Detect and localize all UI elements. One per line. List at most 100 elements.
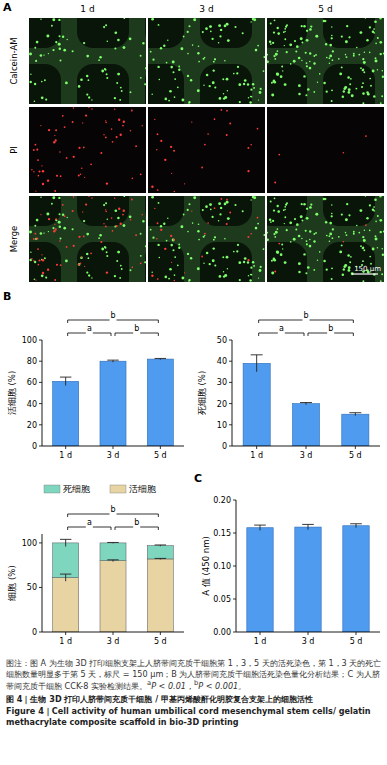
dead-cell xyxy=(343,241,345,243)
live-cell xyxy=(274,19,276,21)
live-cell xyxy=(306,62,308,64)
live-cell xyxy=(298,262,301,265)
live-cell xyxy=(263,70,265,72)
scale-bar-label: 150 μm xyxy=(354,265,381,273)
live-cell xyxy=(214,58,216,60)
y-tick-label: 0 xyxy=(32,628,37,637)
live-cell xyxy=(170,66,173,69)
dead-cell xyxy=(60,264,62,266)
x-tick-label: 3 d xyxy=(107,637,120,646)
live-cell xyxy=(267,232,268,234)
error-bar xyxy=(349,413,361,416)
x-tick xyxy=(65,632,66,635)
live-cell xyxy=(197,89,200,92)
x-tick-label: 1 d xyxy=(254,637,267,646)
live-cell xyxy=(341,244,343,246)
live-cell xyxy=(329,44,332,47)
live-cell xyxy=(331,213,333,215)
live-cell xyxy=(60,238,62,240)
live-cell xyxy=(382,75,384,77)
x-tick-label: 5 d xyxy=(350,637,363,646)
live-cell xyxy=(29,230,32,233)
error-cap xyxy=(107,360,118,361)
live-cell xyxy=(281,244,283,246)
live-cell xyxy=(382,70,384,72)
dead-cell xyxy=(184,183,185,184)
x-tick xyxy=(356,632,357,635)
dead-cell xyxy=(257,217,259,219)
dead-cell xyxy=(112,141,114,143)
live-cell xyxy=(160,225,162,227)
live-cell xyxy=(309,28,311,30)
live-cell xyxy=(59,213,61,215)
live-cell xyxy=(329,62,331,64)
dead-cell xyxy=(38,170,40,172)
x-tick xyxy=(160,446,161,449)
live-cell xyxy=(239,101,241,103)
dead-cell xyxy=(31,258,33,260)
live-cell xyxy=(223,93,224,94)
live-cell xyxy=(40,196,41,197)
live-cell xyxy=(263,248,265,250)
scaffold-pore xyxy=(145,242,146,282)
live-cell xyxy=(250,21,251,22)
live-cell xyxy=(166,62,168,64)
dead-cell xyxy=(105,211,107,213)
live-cell xyxy=(329,222,332,225)
live-cell xyxy=(78,85,81,88)
live-cell xyxy=(263,234,265,236)
dead-cell xyxy=(66,246,68,248)
significance-label: b xyxy=(134,324,139,333)
live-cell xyxy=(169,90,172,93)
live-cell xyxy=(353,233,355,235)
live-cell xyxy=(244,257,247,260)
caption-title: 图 4｜生物 3D 打印人脐带间充质干细胞 / 甲基丙烯酸酐化明胶复合支架上的细… xyxy=(6,694,382,705)
live-cell xyxy=(271,272,274,275)
dead-cell xyxy=(62,204,64,206)
live-cell xyxy=(284,216,286,218)
live-cell xyxy=(158,257,160,259)
dead-cell xyxy=(35,279,36,280)
bar-segment xyxy=(100,543,126,561)
scaffold-pore xyxy=(267,196,307,226)
y-tick xyxy=(39,587,42,588)
live-cell xyxy=(295,229,297,231)
live-cell xyxy=(34,83,36,85)
live-cell xyxy=(348,36,350,38)
live-cell xyxy=(55,219,57,221)
live-cell xyxy=(140,55,142,57)
live-cell xyxy=(284,28,286,30)
dead-cell xyxy=(35,190,36,191)
live-cell xyxy=(177,86,179,88)
live-cell xyxy=(213,239,215,241)
legend-label: 活细胞 xyxy=(129,484,156,494)
row-label: Merge xyxy=(9,226,19,253)
y-tick xyxy=(229,424,232,425)
live-cell xyxy=(227,90,229,92)
dead-cell xyxy=(135,234,137,236)
sig-text: P < 0.001。 xyxy=(198,681,246,691)
x-tick xyxy=(113,632,114,635)
bar-segment xyxy=(53,543,79,578)
live-cell xyxy=(296,45,299,48)
live-cell xyxy=(43,232,44,233)
x-tick xyxy=(260,632,261,635)
dead-cell xyxy=(55,218,57,220)
live-cell xyxy=(34,100,36,102)
live-cell xyxy=(271,82,273,84)
significance-label: b xyxy=(134,518,139,527)
live-cell xyxy=(188,280,190,282)
dead-cell xyxy=(88,196,89,197)
live-cell xyxy=(142,42,144,44)
x-tick-label: 1 d xyxy=(250,451,263,460)
live-cell xyxy=(166,240,168,242)
dead-cell xyxy=(173,150,175,152)
micrograph xyxy=(29,107,146,193)
live-cell xyxy=(305,230,307,232)
live-cell xyxy=(309,29,311,31)
live-cell xyxy=(282,70,283,71)
live-cell xyxy=(275,231,278,234)
live-cell xyxy=(58,197,60,199)
live-cell xyxy=(224,25,227,28)
live-cell xyxy=(270,221,272,223)
